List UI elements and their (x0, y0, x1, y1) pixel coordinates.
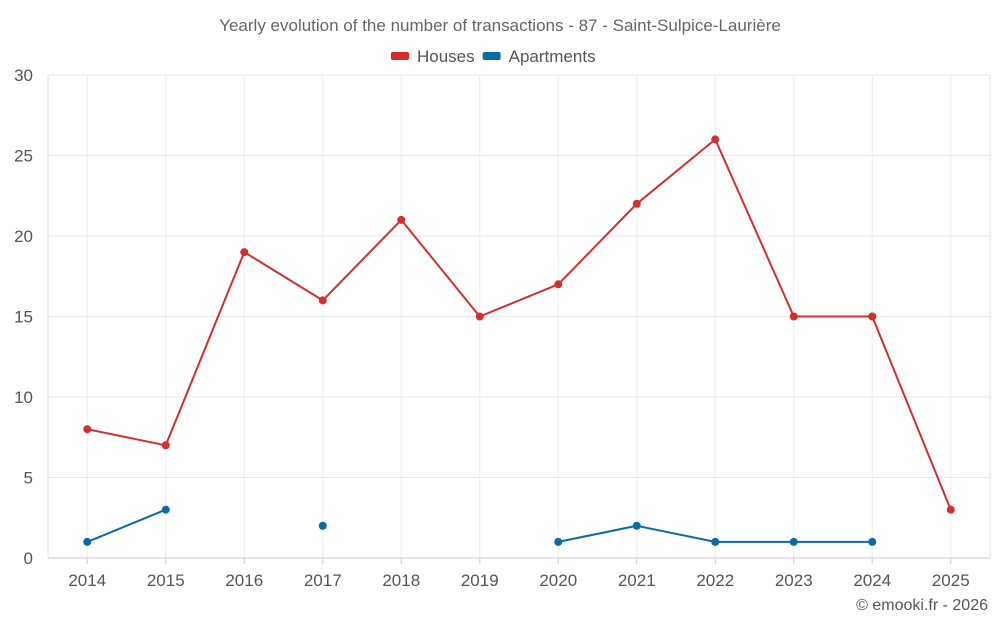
series-line-apartments (86, 508, 167, 543)
data-point-apartments-2021[interactable] (632, 521, 641, 530)
x-tick-label: 2016 (225, 571, 263, 590)
x-tick-label: 2015 (147, 571, 185, 590)
data-point-houses-2020[interactable] (554, 280, 563, 289)
y-tick-label: 25 (14, 147, 33, 166)
data-point-apartments-2020[interactable] (554, 537, 563, 546)
data-point-apartments-2024[interactable] (868, 537, 877, 546)
data-point-houses-2014[interactable] (83, 425, 92, 434)
x-tick-label: 2020 (539, 571, 577, 590)
legend: Houses Apartments (391, 47, 596, 66)
data-point-houses-2016[interactable] (240, 248, 249, 257)
y-tick-label: 20 (14, 227, 33, 246)
data-point-houses-2024[interactable] (868, 312, 877, 321)
data-point-houses-2022[interactable] (711, 135, 720, 144)
x-tick-label: 2014 (68, 571, 106, 590)
data-point-apartments-2015[interactable] (161, 505, 170, 514)
legend-swatch (482, 52, 501, 60)
data-point-houses-2025[interactable] (946, 505, 955, 514)
y-tick-label: 30 (14, 66, 33, 85)
data-point-houses-2021[interactable] (632, 199, 641, 208)
credit-text: © emooki.fr - 2026 (856, 597, 988, 614)
data-point-houses-2018[interactable] (397, 215, 406, 224)
legend-item-houses[interactable]: Houses (391, 47, 475, 66)
x-tick-label: 2023 (775, 571, 813, 590)
x-tick-label: 2025 (932, 571, 970, 590)
x-tick-label: 2019 (461, 571, 499, 590)
legend-label: Houses (417, 47, 475, 66)
data-point-apartments-2022[interactable] (711, 537, 720, 546)
data-point-houses-2019[interactable] (475, 312, 484, 321)
gridlines (47, 74, 991, 558)
series-apartments (83, 505, 877, 546)
y-axis: 0 5 10 15 20 25 30 (14, 66, 33, 568)
series-layer (83, 135, 955, 546)
data-point-houses-2017[interactable] (318, 296, 327, 305)
data-point-houses-2015[interactable] (161, 441, 170, 450)
x-axis: 2014 2015 2016 2017 2018 2019 2020 2021 2022 2023… (48, 557, 990, 590)
chart-title: Yearly evolution of the number of transa… (219, 16, 781, 35)
x-tick-label: 2017 (304, 571, 342, 590)
y-tick-label: 0 (24, 549, 33, 568)
series-line-houses (87, 138, 952, 511)
data-point-houses-2023[interactable] (789, 312, 798, 321)
data-point-apartments-2017[interactable] (318, 521, 327, 530)
x-tick-label: 2022 (696, 571, 734, 590)
legend-label: Apartments (509, 47, 596, 66)
y-tick-label: 5 (24, 469, 33, 488)
legend-swatch (391, 52, 409, 60)
x-tick-label: 2018 (382, 571, 420, 590)
x-tick-label: 2024 (853, 571, 891, 590)
data-point-apartments-2023[interactable] (789, 537, 798, 546)
data-point-apartments-2014[interactable] (83, 537, 92, 546)
x-tick-label: 2021 (618, 571, 656, 590)
y-tick-label: 10 (14, 388, 33, 407)
series-houses (83, 135, 955, 514)
y-tick-label: 15 (14, 308, 33, 327)
legend-item-apartments[interactable]: Apartments (482, 47, 596, 66)
